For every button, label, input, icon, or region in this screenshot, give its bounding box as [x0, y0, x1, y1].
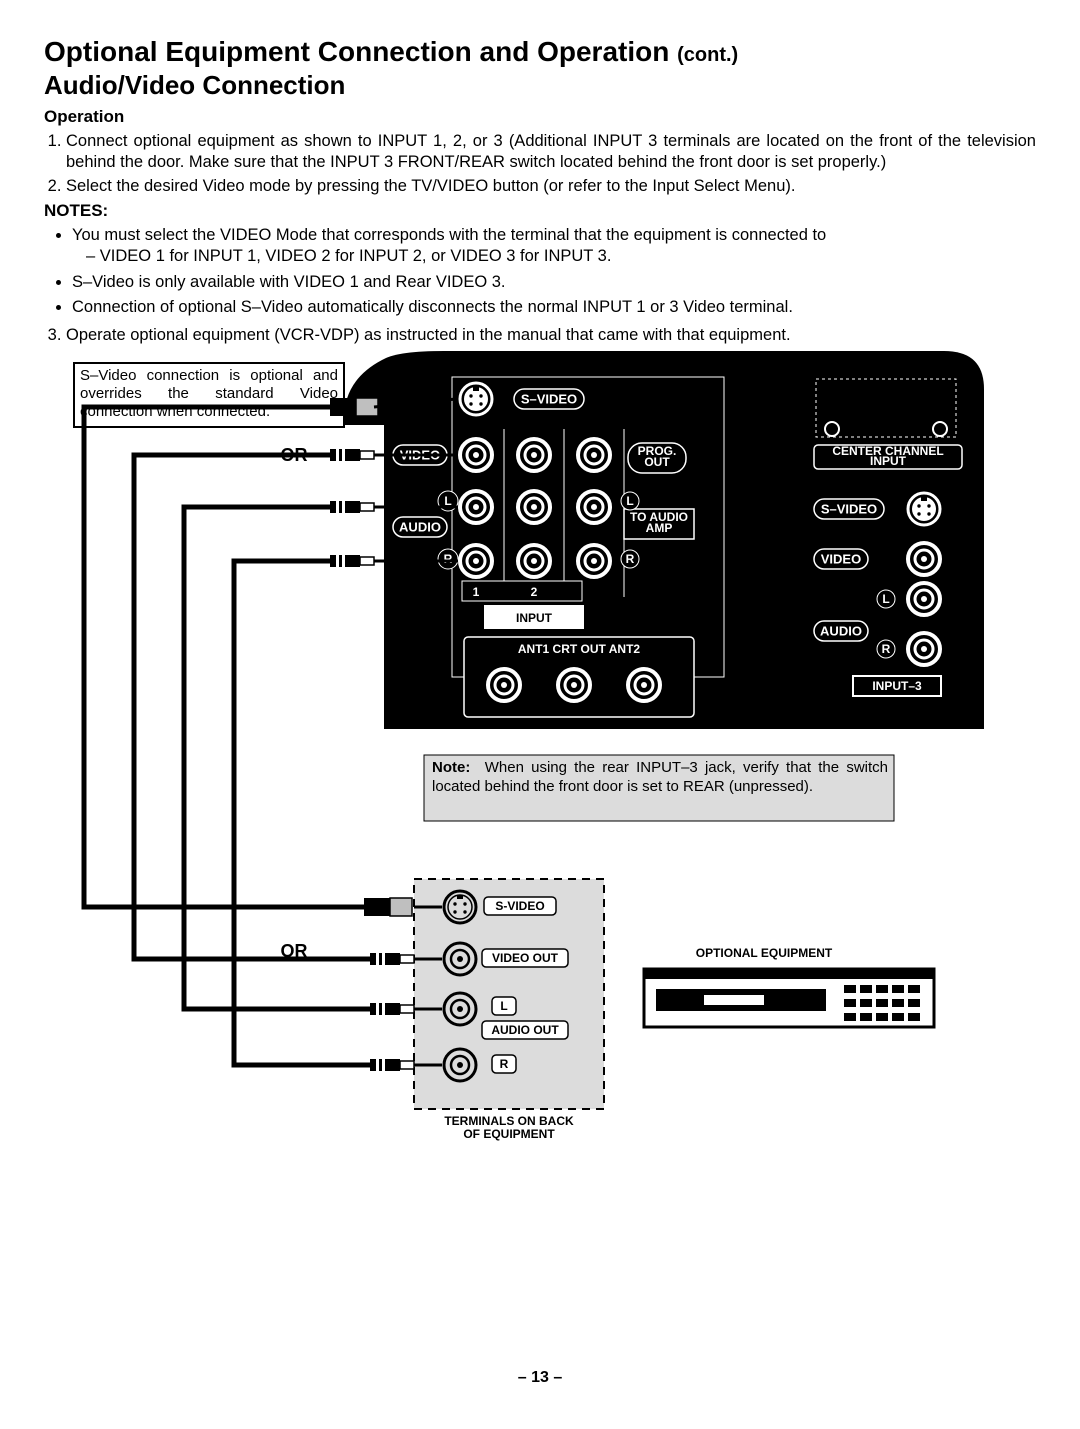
operation-heading: Operation	[44, 107, 1036, 127]
note-1-sub: – VIDEO 1 for INPUT 1, VIDEO 2 for INPUT…	[86, 246, 1036, 267]
cables	[84, 407, 370, 1065]
page-number: – 13 –	[0, 1369, 1080, 1387]
operation-item-2: Select the desired Video mode by pressin…	[66, 176, 1036, 197]
optional-equipment-label: OPTIONAL EQUIPMENT	[696, 946, 833, 960]
optional-equipment: OPTIONAL EQUIPMENT	[644, 946, 934, 1027]
svg-text:R: R	[882, 642, 891, 656]
page-title-2: Audio/Video Connection	[44, 70, 1036, 101]
label-col2: 2	[531, 585, 538, 599]
eq-videoout: VIDEO OUT	[492, 951, 559, 965]
operation-item-1: Connect optional equipment as shown to I…	[66, 131, 1036, 172]
callout-svideo-text: S–Video connection is optional and overr…	[80, 367, 338, 421]
callout-note-label: Note:	[432, 759, 470, 776]
svg-text:INPUT: INPUT	[870, 454, 907, 468]
svg-text:AMP: AMP	[646, 521, 673, 535]
svg-text:R: R	[626, 552, 635, 566]
svg-text:R: R	[444, 552, 453, 566]
terminals-caption-2: OF EQUIPMENT	[463, 1127, 555, 1141]
label-col1: 1	[473, 585, 480, 599]
label-audio-r: AUDIO	[820, 624, 862, 639]
notes-heading: NOTES:	[44, 201, 1036, 221]
tv-rear-panel: S–VIDEO VIDEO PROG. OUT AUDIO L	[344, 351, 984, 729]
operation-list-cont: Operate optional equipment (VCR-VDP) as …	[66, 325, 1036, 346]
label-video-r: VIDEO	[821, 552, 861, 567]
eq-R: R	[500, 1057, 509, 1071]
label-input: INPUT	[516, 611, 553, 625]
label-antenna: ANT1 CRT OUT ANT2	[518, 642, 641, 656]
svg-text:L: L	[626, 494, 633, 508]
operation-list: Connect optional equipment as shown to I…	[66, 131, 1036, 197]
note-item-1: You must select the VIDEO Mode that corr…	[72, 225, 1036, 268]
svg-text:L: L	[882, 592, 889, 606]
eq-svideo: S-VIDEO	[495, 899, 544, 913]
callout-svideo: S–Video connection is optional and overr…	[74, 363, 344, 427]
label-svideo: S–VIDEO	[521, 392, 577, 407]
note-1-text: You must select the VIDEO Mode that corr…	[72, 226, 826, 244]
operation-item-3: Operate optional equipment (VCR-VDP) as …	[66, 325, 1036, 346]
notes-list: You must select the VIDEO Mode that corr…	[72, 225, 1036, 319]
title-cont: (cont.)	[677, 44, 738, 66]
title-text: Optional Equipment Connection and Operat…	[44, 36, 669, 67]
note-item-3: Connection of optional S–Video automatic…	[72, 297, 1036, 318]
note-item-2: S–Video is only available with VIDEO 1 a…	[72, 272, 1036, 293]
callout-note: Note: When using the rear INPUT–3 jack, …	[424, 755, 894, 821]
eq-audioout: AUDIO OUT	[491, 1023, 559, 1037]
page-title-1: Optional Equipment Connection and Operat…	[44, 36, 1036, 68]
label-audio: AUDIO	[399, 520, 441, 535]
manual-page: Optional Equipment Connection and Operat…	[0, 0, 1080, 1429]
svg-text:OUT: OUT	[644, 455, 670, 469]
label-svideo-r: S–VIDEO	[821, 502, 877, 517]
equipment-panel: S-VIDEO VIDEO OUT L AUDIO OUT R TERMINAL…	[414, 879, 604, 1141]
connection-diagram: S–VIDEO VIDEO PROG. OUT AUDIO L	[44, 349, 1036, 1174]
terminals-caption-1: TERMINALS ON BACK	[444, 1114, 574, 1128]
plugs-into-equipment	[364, 898, 414, 1071]
eq-L: L	[500, 999, 507, 1013]
callout-note-body: When using the rear INPUT–3 jack, verify…	[432, 759, 888, 795]
label-input3: INPUT–3	[872, 679, 922, 693]
